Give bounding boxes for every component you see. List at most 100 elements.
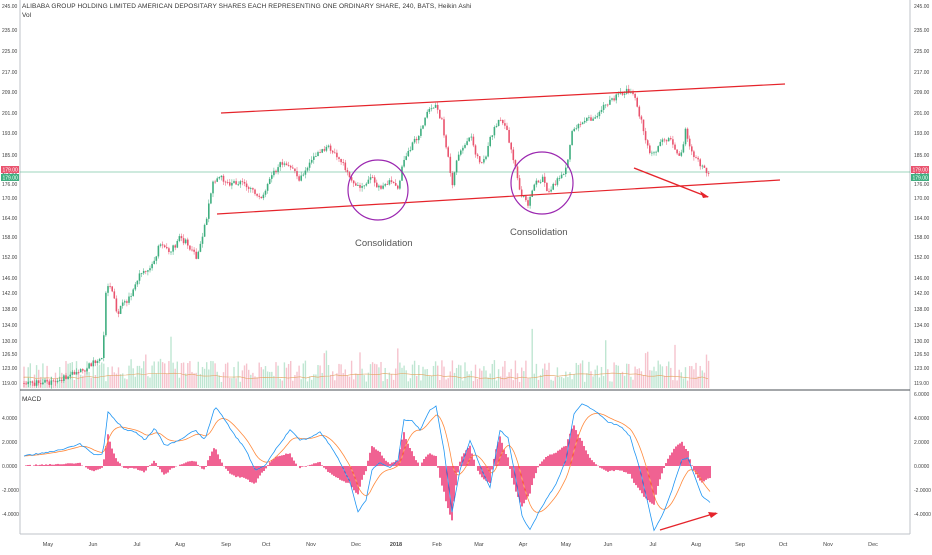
volume-bar (233, 367, 234, 388)
macd-histogram-bar (691, 465, 692, 466)
y-tick-right: 126.50 (914, 352, 930, 358)
candle-body (269, 179, 271, 184)
volume-bar (133, 368, 134, 388)
macd-histogram-bar (63, 464, 64, 466)
candle-body (500, 120, 502, 121)
volume-bar (301, 379, 302, 388)
y-tick-left: 235.00 (2, 28, 18, 34)
candle-body (69, 375, 71, 377)
candle-body (105, 293, 107, 335)
candle-body (439, 110, 441, 119)
macd-histogram-bar (499, 436, 500, 466)
y-tick-left: 146.00 (2, 276, 18, 282)
candle-body (536, 181, 538, 185)
candle-body (330, 146, 332, 151)
y-tick-left: 123.00 (2, 366, 18, 372)
macd-histogram-bar (415, 460, 416, 466)
candle-body (573, 129, 575, 131)
candle-body (576, 128, 578, 129)
macd-histogram-bar (659, 466, 660, 479)
price-badge-right-green: 179.00 (913, 176, 929, 182)
candle-body (399, 181, 401, 189)
candle-body (198, 252, 200, 259)
macd-histogram-bar (469, 446, 470, 466)
macd-histogram-bar (167, 466, 168, 473)
candle-body (416, 139, 418, 140)
macd-histogram-bar (209, 456, 210, 466)
candle-body (326, 147, 328, 151)
macd-tick-left: -4.0000 (2, 512, 19, 518)
macd-histogram-bar (319, 462, 320, 466)
macd-histogram-bar (95, 466, 96, 470)
macd-histogram-bar (293, 461, 294, 466)
candle-body (298, 176, 300, 180)
volume-bar (158, 361, 159, 388)
macd-histogram-bar (273, 459, 274, 466)
volume-bar (145, 355, 146, 388)
candle-body (206, 219, 208, 225)
macd-histogram-bar (539, 464, 540, 466)
candle-body (660, 142, 662, 146)
volume-bar (170, 337, 171, 388)
candle-body (86, 368, 88, 371)
candle-body (111, 286, 113, 291)
macd-histogram-bar (321, 465, 322, 466)
candle-body (313, 156, 315, 160)
x-tick-label: Aug (175, 542, 185, 548)
volume-bar (546, 370, 547, 388)
volume-bar (641, 371, 642, 388)
volume-bar (676, 380, 677, 388)
volume-bar (311, 380, 312, 388)
macd-histogram-bar (269, 462, 270, 466)
macd-histogram-bar (373, 447, 374, 466)
macd-histogram-bar (643, 466, 644, 497)
volume-bar (406, 370, 407, 388)
volume-bar (481, 371, 482, 388)
y-tick-right: 170.00 (914, 196, 930, 202)
candle-body (678, 153, 680, 155)
macd-histogram-bar (149, 465, 150, 466)
macd-histogram-bar (139, 466, 140, 470)
macd-histogram-bar (601, 466, 602, 469)
volume-bar (634, 367, 635, 388)
candle-body (447, 147, 449, 156)
macd-histogram-bar (235, 466, 236, 477)
volume-bar (422, 367, 423, 388)
macd-histogram-bar (129, 466, 130, 468)
macd-histogram-bar (435, 456, 436, 466)
macd-tick-left: 0.0000 (2, 464, 18, 470)
volume-bar (523, 371, 524, 388)
macd-histogram-bar (323, 466, 324, 468)
candle-body (662, 139, 664, 141)
volume-bar (179, 378, 180, 388)
candle-body (258, 196, 260, 197)
candle-body (550, 190, 552, 192)
volume-bar (240, 382, 241, 388)
candle-body (496, 126, 498, 127)
volume-bar (139, 366, 140, 388)
macd-histogram-bar (509, 466, 510, 469)
candle-body (410, 150, 412, 151)
volume-bar (86, 361, 87, 388)
macd-histogram-bar (531, 466, 532, 485)
consolidation-label-1: Consolidation (355, 238, 413, 249)
candle-body (666, 140, 668, 141)
macd-histogram-bar (673, 449, 674, 466)
y-tick-left: 119.00 (2, 381, 17, 387)
volume-bar (322, 373, 323, 388)
candle-body (492, 135, 494, 137)
macd-histogram-bar (225, 466, 226, 469)
macd-histogram-bar (583, 446, 584, 466)
macd-histogram-bar (217, 454, 218, 466)
macd-histogram-bar (599, 466, 600, 468)
candle-body (384, 184, 386, 185)
candle-body (702, 166, 704, 167)
y-tick-right: 176.00 (914, 182, 930, 188)
candle-body (422, 125, 424, 128)
candle-body (162, 244, 164, 245)
volume-bar (475, 365, 476, 388)
x-tick-label: Jul (649, 542, 656, 548)
macd-histogram-bar (41, 464, 42, 466)
macd-histogram-bar (459, 462, 460, 466)
